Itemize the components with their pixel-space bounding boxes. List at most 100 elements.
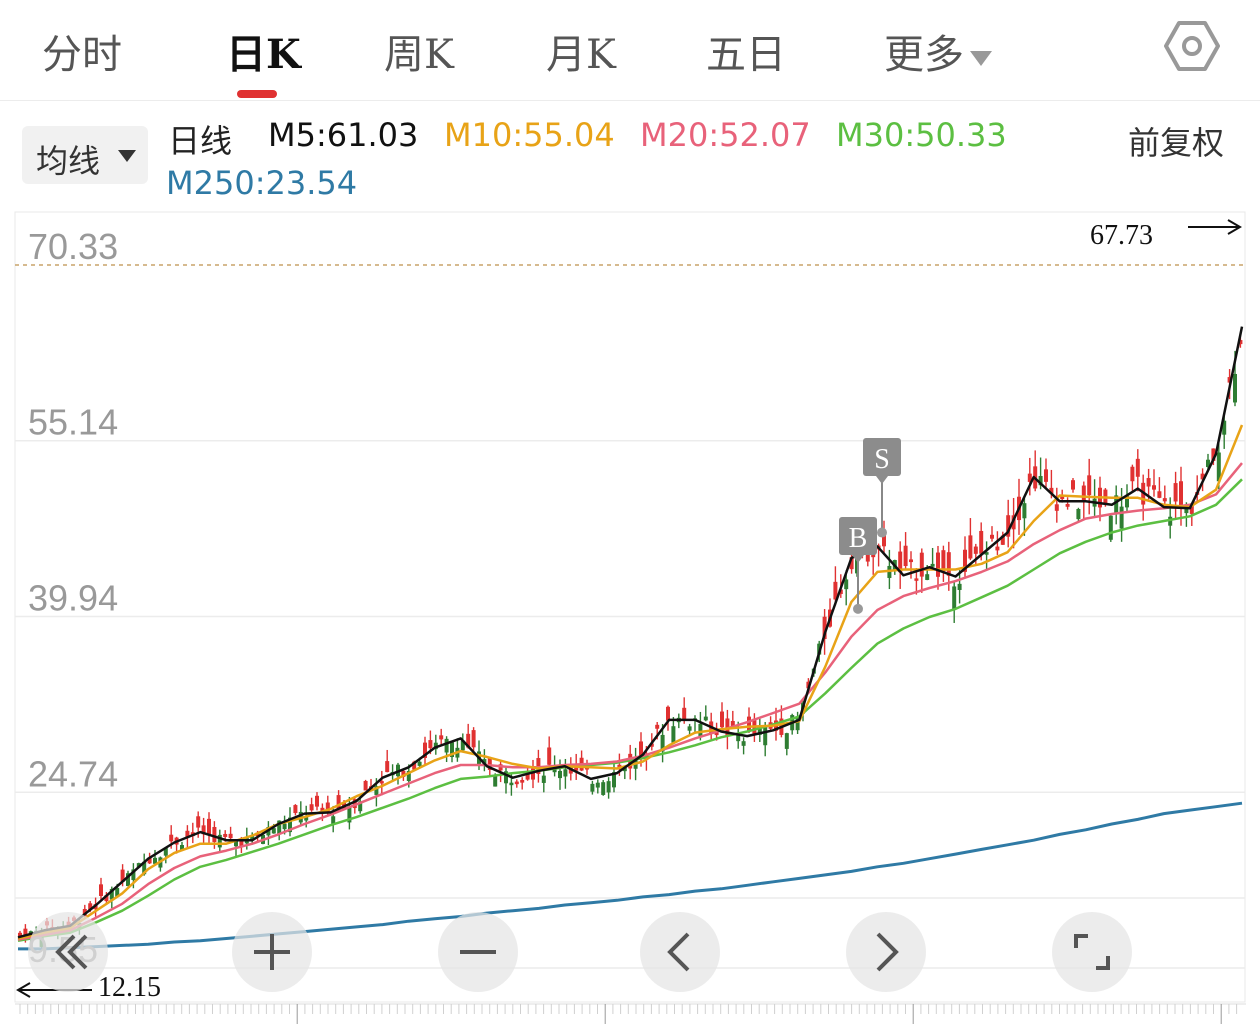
max-price-label: 67.73 — [1090, 220, 1153, 251]
candle-body — [239, 838, 244, 847]
candle-body — [433, 742, 438, 750]
candle-body — [1211, 448, 1216, 461]
tab-more-label: 更多 — [884, 32, 964, 78]
tab-more[interactable]: 更多 — [884, 22, 992, 80]
candle-body — [82, 908, 87, 916]
candle-body — [201, 825, 206, 835]
candle-body — [374, 786, 379, 795]
y-tick-label: 24.74 — [28, 753, 118, 794]
candle-body — [730, 720, 735, 727]
candle-body — [763, 727, 768, 746]
scroll-right-button[interactable] — [846, 912, 926, 992]
scroll-left-button[interactable] — [640, 912, 720, 992]
candle-body — [963, 549, 967, 572]
candle-body — [153, 857, 157, 864]
candle-body — [741, 741, 746, 746]
min-price-label: 12.15 — [98, 972, 161, 1003]
candle-body — [1173, 483, 1178, 502]
candle-body — [109, 888, 114, 900]
tab-weekly-k[interactable]: 周K — [384, 32, 454, 78]
tab-daily-k[interactable]: 日K — [226, 31, 301, 78]
settings-icon[interactable] — [1164, 18, 1220, 74]
candle-body — [639, 741, 643, 758]
active-tab-indicator — [237, 90, 277, 98]
candle-body — [903, 545, 908, 566]
tab-intraday[interactable]: 分时 — [42, 32, 122, 78]
candle-body — [660, 734, 665, 752]
candle-body — [163, 848, 168, 856]
candle-body — [844, 579, 849, 590]
candle-body — [142, 861, 147, 875]
candle-body — [196, 816, 201, 828]
annotation-pointer — [876, 476, 888, 484]
candle-body — [666, 706, 670, 721]
zoom-out-icon — [460, 950, 496, 954]
double-left-arrow-icon — [55, 934, 88, 970]
candle-body — [952, 586, 957, 610]
candle-body — [757, 727, 762, 735]
candle-body — [18, 932, 22, 937]
right-arrow-icon — [876, 932, 899, 972]
fullscreen-button[interactable] — [1052, 912, 1132, 992]
candle-body — [1081, 485, 1086, 501]
candle-body — [423, 742, 427, 758]
candle-body — [536, 758, 541, 774]
candle-body — [207, 818, 211, 835]
candle-body — [487, 757, 492, 770]
candle-body — [271, 828, 276, 834]
annotation-marker-s — [863, 438, 901, 476]
candle-body — [531, 768, 535, 780]
zoom-out-button[interactable] — [438, 912, 518, 992]
candle-body — [363, 780, 368, 791]
candle-body — [784, 733, 789, 749]
candle-body — [1125, 495, 1129, 508]
y-tick-label: 39.94 — [28, 578, 118, 619]
candle-body — [1038, 476, 1043, 486]
candle-body — [1216, 452, 1221, 482]
candle-body — [1206, 459, 1210, 468]
candle-body — [525, 773, 530, 780]
candle-body — [282, 823, 287, 830]
tab-five-day[interactable]: 五日 — [706, 32, 786, 78]
indicator-select[interactable]: 均线 — [22, 126, 148, 184]
candle-body — [223, 833, 228, 837]
candle-body — [131, 869, 136, 880]
candle-body — [590, 783, 595, 792]
candle-body — [946, 552, 951, 576]
trade-annotations: BS — [839, 438, 901, 614]
candle-body — [914, 578, 919, 581]
candle-body — [795, 718, 800, 731]
candle-body — [428, 740, 433, 749]
chevron-down-icon — [970, 50, 992, 66]
chevron-down-icon — [118, 150, 136, 162]
candle-body — [320, 807, 325, 812]
candle-body — [898, 551, 903, 573]
price-adjust-toggle[interactable]: 前复权 — [1128, 124, 1225, 162]
candle-body — [217, 834, 222, 848]
candle-body — [385, 761, 390, 773]
zoom-in-button[interactable] — [232, 912, 312, 992]
chart-grid — [14, 211, 1246, 1003]
candle-body — [99, 884, 103, 897]
ma-line-m250 — [18, 801, 1243, 951]
candle-body — [1130, 466, 1135, 482]
tab-monthly-k[interactable]: 月K — [546, 32, 616, 78]
candle-body — [439, 735, 444, 740]
candle-body — [1060, 495, 1065, 500]
candle-body — [990, 534, 994, 539]
candle-body — [1108, 515, 1113, 540]
candle-body — [563, 769, 568, 777]
candle-body — [682, 707, 687, 719]
plot-frame — [14, 211, 1246, 1003]
candle-body — [882, 535, 886, 547]
jump-to-start-button[interactable] — [28, 912, 108, 992]
candle-body — [984, 552, 989, 555]
candle-body — [1076, 508, 1081, 520]
candle-body — [612, 772, 616, 788]
candle-body — [822, 616, 827, 639]
candle-body — [957, 583, 962, 590]
candle-body — [180, 845, 184, 850]
candle-body — [1027, 473, 1032, 482]
